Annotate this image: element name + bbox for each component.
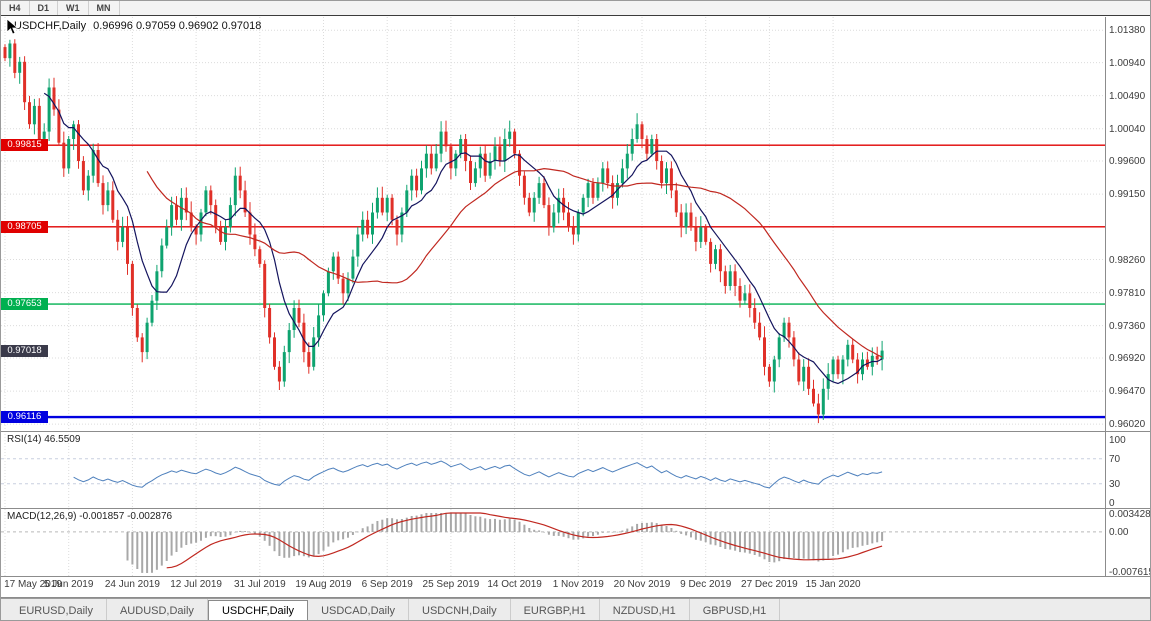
timeframe-button-w1[interactable]: W1 [58,1,89,15]
date-axis-label: 6 Sep 2019 [361,579,413,590]
price-level-badge: 0.99815 [1,139,48,152]
date-axis-label: 14 Oct 2019 [487,579,542,590]
timeframe-toolbar: H4 D1 W1 MN [1,1,1150,16]
macd-axis-label: -0.007615 [1109,567,1151,579]
mouse-cursor-icon [6,18,19,35]
tab-usdcnh-daily[interactable]: USDCNH,Daily [409,599,511,620]
tab-nzdusd-h1[interactable]: NZDUSD,H1 [600,599,690,620]
tab-eurgbp-h1[interactable]: EURGBP,H1 [511,599,600,620]
date-axis-label: 1 Nov 2019 [552,579,604,590]
rsi-axis-label: 30 [1109,478,1121,490]
macd-axis-label: 0.00 [1109,526,1129,538]
price-axis-label: 0.98260 [1109,254,1146,266]
price-axis-label: 1.00940 [1109,57,1146,69]
price-axis-label: 0.97360 [1109,320,1146,332]
price-axis-label: 0.99600 [1109,156,1146,168]
price-axis-label: 0.97810 [1109,287,1146,299]
date-axis-label: 12 Jul 2019 [170,579,222,590]
price-axis-label: 1.01380 [1109,25,1146,37]
date-axis-label: 31 Jul 2019 [233,579,286,590]
price-level-badge: 0.98705 [1,220,48,233]
chart-symbol-label: USDCHF,Daily [14,20,87,32]
price-axis-label: 0.96020 [1109,419,1146,431]
date-axis-label: 24 Jun 2019 [104,579,160,590]
date-axis-label: 27 Dec 2019 [741,579,798,590]
rsi-axis-label: 100 [1109,435,1126,446]
date-axis-label: 19 Aug 2019 [295,579,352,590]
chart-title: USDCHF,Daily 0.96996 0.97059 0.96902 0.97… [14,20,268,32]
tab-eurusd-daily[interactable]: EURUSD,Daily [6,599,107,620]
tab-audusd-daily[interactable]: AUDUSD,Daily [107,599,208,620]
price-level-badge: 0.97653 [1,298,48,311]
price-axis-label: 0.96920 [1109,352,1146,364]
chart-ohlc-values: 0.96996 0.97059 0.96902 0.97018 [93,20,262,32]
price-axis-label: 1.00040 [1109,123,1146,135]
chart-tab-bar: EURUSD,Daily AUDUSD,Daily USDCHF,Daily USDC… [1,598,1150,620]
rsi-indicator-label: RSI(14) 46.5509 [7,434,81,445]
date-axis-label: 20 Nov 2019 [613,579,671,590]
timeframe-button-h4[interactable]: H4 [1,1,30,15]
tab-usdchf-daily[interactable]: USDCHF,Daily [207,600,309,620]
rsi-axis-label: 70 [1109,453,1121,465]
macd-indicator-label: MACD(12,26,9) -0.001857 -0.002876 [7,511,173,522]
current-price-badge: 0.97018 [1,344,48,357]
macd-axis-label: 0.003428 [1109,508,1151,520]
date-axis-label: 15 Jan 2020 [805,579,861,590]
timeframe-button-mn[interactable]: MN [88,1,120,15]
timeframe-button-d1[interactable]: D1 [29,1,59,15]
price-axis-label: 1.00490 [1109,90,1146,102]
tab-gbpusd-h1[interactable]: GBPUSD,H1 [690,599,781,620]
date-axis-label: 25 Sep 2019 [422,579,480,590]
price-level-badge: 0.96116 [1,411,48,424]
rsi-axis-label: 0 [1109,497,1115,509]
date-axis-label: 5 Jun 2019 [43,579,94,590]
price-axis-label: 0.96470 [1109,386,1146,398]
date-axis-label: 17 May 2019 [4,579,62,590]
date-axis-label: 9 Dec 2019 [680,579,732,590]
tab-usdcad-daily[interactable]: USDCAD,Daily [308,599,410,620]
price-axis-label: 0.99150 [1109,189,1146,201]
